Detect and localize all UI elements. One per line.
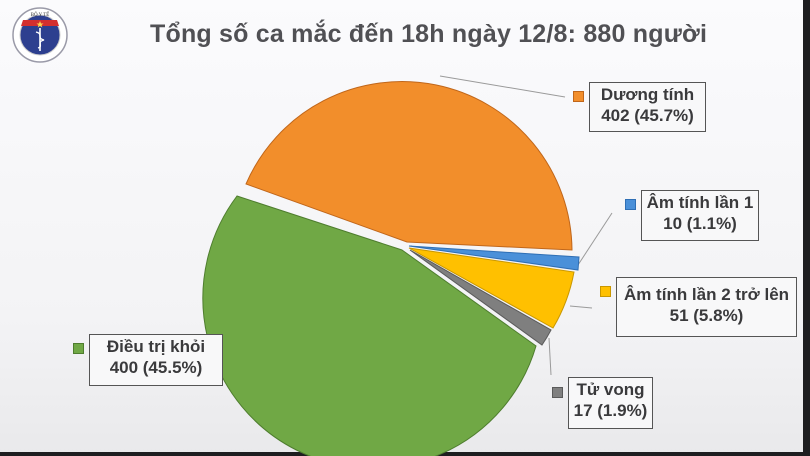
legend-swatch-positive <box>573 91 584 102</box>
data-label-negative-1: Âm tính lần 1 10 (1.1%) <box>641 190 759 241</box>
label-name: Âm tính lần 2 trở lên <box>623 285 790 304</box>
slice-recovered[interactable] <box>202 195 537 456</box>
frame-edge-right <box>803 0 810 456</box>
label-value: 400 (45.5%) <box>109 358 203 377</box>
leader-line-negative-2 <box>569 305 593 309</box>
label-name: Điều trị khỏi <box>106 337 206 356</box>
legend-swatch-deaths <box>552 387 563 398</box>
slice-positive[interactable] <box>245 81 573 251</box>
data-label-recovered: Điều trị khỏi 400 (45.5%) <box>89 334 223 386</box>
leader-line-deaths <box>548 337 552 376</box>
label-name: Dương tính <box>600 85 695 104</box>
label-value: 51 (5.8%) <box>669 306 744 325</box>
chart-title: Tổng số ca mắc đến 18h ngày 12/8: 880 ng… <box>150 20 708 48</box>
data-label-deaths: Tử vong 17 (1.9%) <box>568 377 653 429</box>
label-value: 17 (1.9%) <box>573 401 648 420</box>
slice-deaths[interactable] <box>409 249 552 346</box>
svg-text:BỘ Y TẾ: BỘ Y TẾ <box>31 12 50 18</box>
label-name: Âm tính lần 1 <box>646 193 754 212</box>
legend-swatch-negative-2-plus <box>600 286 611 297</box>
ministry-of-health-logo-icon: BỘ Y TẾ <box>12 7 68 63</box>
legend-swatch-negative-1 <box>625 199 636 210</box>
data-label-negative-2-plus: Âm tính lần 2 trở lên 51 (5.8%) <box>616 277 797 337</box>
leader-line-positive <box>439 75 566 98</box>
legend-swatch-recovered <box>73 343 84 354</box>
leader-line-negative-1 <box>577 212 613 266</box>
slice-negative-1[interactable] <box>408 245 580 271</box>
slice-negative-2-plus[interactable] <box>408 247 575 329</box>
label-value: 10 (1.1%) <box>663 214 737 233</box>
label-value: 402 (45.7%) <box>601 106 694 125</box>
label-name: Tử vong <box>576 380 645 399</box>
data-label-positive: Dương tính 402 (45.7%) <box>589 82 706 132</box>
